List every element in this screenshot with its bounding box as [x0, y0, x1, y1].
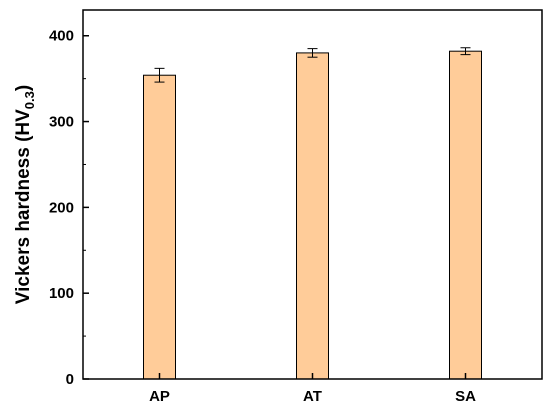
- plot-frame: [82, 9, 543, 380]
- y-axis-title-subscript: 0.3: [22, 91, 37, 109]
- y-axis-title-main: Vickers hardness (HV: [13, 109, 34, 304]
- bar-at: [296, 52, 329, 380]
- bar-ap: [143, 74, 176, 380]
- y-tick-label: 300: [49, 114, 74, 131]
- y-axis-title-close: ): [13, 85, 34, 91]
- error-bar-ap: [154, 67, 165, 83]
- y-ticks-group: 0 100 200 300 400: [49, 28, 89, 388]
- x-tick-label-sa: SA: [455, 388, 476, 405]
- y-tick-label: 200: [49, 199, 74, 216]
- bars-group: [143, 50, 482, 380]
- bar-sa: [449, 50, 482, 380]
- x-tick-label-ap: AP: [149, 388, 170, 405]
- x-tick-label-at: AT: [303, 388, 322, 405]
- x-ticks-group: AP AT SA: [149, 373, 476, 405]
- y-axis-title: Vickers hardness (HV0.3): [13, 85, 37, 304]
- error-bars-group: [154, 47, 471, 83]
- y-tick-label: 400: [49, 28, 74, 45]
- error-bar-sa: [460, 47, 471, 56]
- y-tick-label: 100: [49, 285, 74, 302]
- error-bar-at: [307, 48, 318, 58]
- y-tick-label: 0: [66, 371, 74, 388]
